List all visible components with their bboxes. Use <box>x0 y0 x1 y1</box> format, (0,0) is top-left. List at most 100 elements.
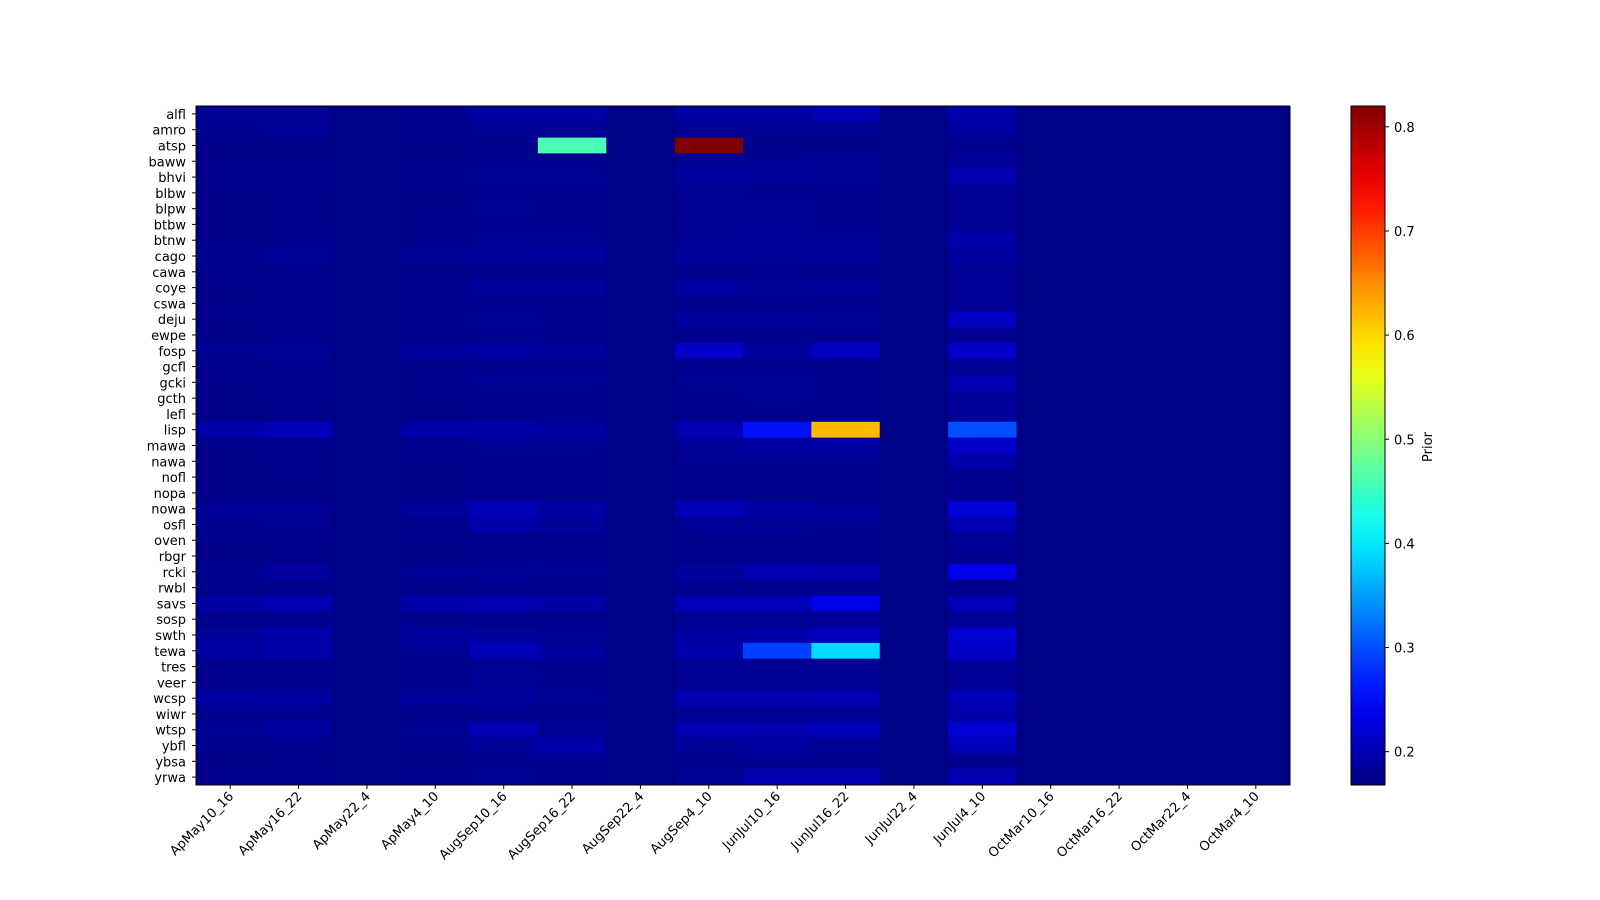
cell <box>469 563 539 581</box>
y-tick-label: osfl <box>163 518 186 533</box>
cell <box>469 406 539 423</box>
cell <box>1221 690 1291 707</box>
cell <box>469 342 539 360</box>
cell <box>401 516 470 533</box>
cell <box>469 106 539 123</box>
y-tick-label: ybsa <box>155 755 186 770</box>
cell <box>401 453 470 470</box>
cell <box>196 737 265 754</box>
cell <box>1084 500 1154 518</box>
cell <box>1084 137 1154 154</box>
cell <box>1016 690 1086 707</box>
cell <box>948 579 1017 597</box>
cell <box>743 532 812 549</box>
cell <box>1221 390 1291 407</box>
cell <box>1153 658 1223 675</box>
cell <box>879 453 949 470</box>
cell <box>196 563 265 581</box>
x-tick-label: JunJul22_4 <box>862 789 921 848</box>
cell <box>537 563 607 581</box>
cell <box>948 737 1017 754</box>
x-tick-label: ApMay4_10 <box>378 789 442 853</box>
cell <box>1221 248 1291 265</box>
cell <box>401 611 470 628</box>
cell <box>537 579 607 597</box>
cell <box>811 295 881 312</box>
cell <box>401 342 470 360</box>
cell <box>1153 737 1223 754</box>
cell <box>469 500 539 518</box>
cell <box>1221 516 1291 533</box>
cell <box>743 358 812 375</box>
y-tick-label: mawa <box>147 440 186 455</box>
cell <box>1016 500 1086 518</box>
y-tick-label: savs <box>157 597 186 612</box>
cell <box>948 374 1017 391</box>
cell <box>1084 642 1154 660</box>
y-tick-label: ewpe <box>151 329 186 344</box>
cell <box>606 406 676 423</box>
cell <box>1084 484 1154 502</box>
cell <box>537 406 607 423</box>
colorbar-tick-label: 0.7 <box>1394 225 1415 240</box>
cell <box>879 753 949 770</box>
y-tick-label: bhvi <box>158 171 186 186</box>
cell <box>1084 184 1154 202</box>
cell <box>743 437 812 454</box>
cell <box>1221 469 1291 486</box>
cell <box>401 311 470 328</box>
cell <box>1221 532 1291 549</box>
cell <box>1221 642 1291 660</box>
cell <box>674 200 744 218</box>
y-tick-label: lefl <box>166 408 186 423</box>
cell <box>1153 374 1223 391</box>
cell <box>1153 263 1223 281</box>
cell <box>743 406 812 423</box>
cell <box>401 184 470 202</box>
cell <box>743 595 812 612</box>
cell <box>743 248 812 265</box>
cell <box>1084 532 1154 549</box>
cell <box>606 421 676 439</box>
cell <box>948 674 1017 691</box>
cell <box>879 200 949 218</box>
cell <box>1153 753 1223 770</box>
cell <box>948 469 1017 486</box>
colorbar-tick-label: 0.5 <box>1394 433 1415 448</box>
cell <box>537 627 607 644</box>
cell <box>743 579 812 597</box>
cell <box>537 106 607 123</box>
cell <box>1221 753 1291 770</box>
cell <box>264 453 334 470</box>
cell <box>537 642 607 660</box>
cell <box>1153 327 1223 344</box>
cell <box>948 658 1017 675</box>
cell <box>674 690 744 707</box>
cell <box>1153 390 1223 407</box>
cell <box>401 216 470 233</box>
cell <box>401 232 470 249</box>
cell <box>811 721 881 739</box>
cell <box>1016 153 1086 170</box>
y-tick-label: gcfl <box>162 361 186 376</box>
cell <box>1016 248 1086 265</box>
cell <box>537 421 607 439</box>
cell <box>401 295 470 312</box>
cell <box>537 437 607 454</box>
cell <box>743 390 812 407</box>
cell <box>401 263 470 281</box>
cell <box>811 627 881 644</box>
cell <box>264 311 334 328</box>
cell <box>948 421 1017 439</box>
cell <box>401 421 470 439</box>
cell <box>743 184 812 202</box>
cell <box>401 642 470 660</box>
cell <box>401 627 470 644</box>
cell <box>1084 737 1154 754</box>
cell <box>948 263 1017 281</box>
cell <box>1016 516 1086 533</box>
cell <box>811 500 881 518</box>
cell <box>401 721 470 739</box>
cell <box>264 248 334 265</box>
cell <box>332 769 402 786</box>
